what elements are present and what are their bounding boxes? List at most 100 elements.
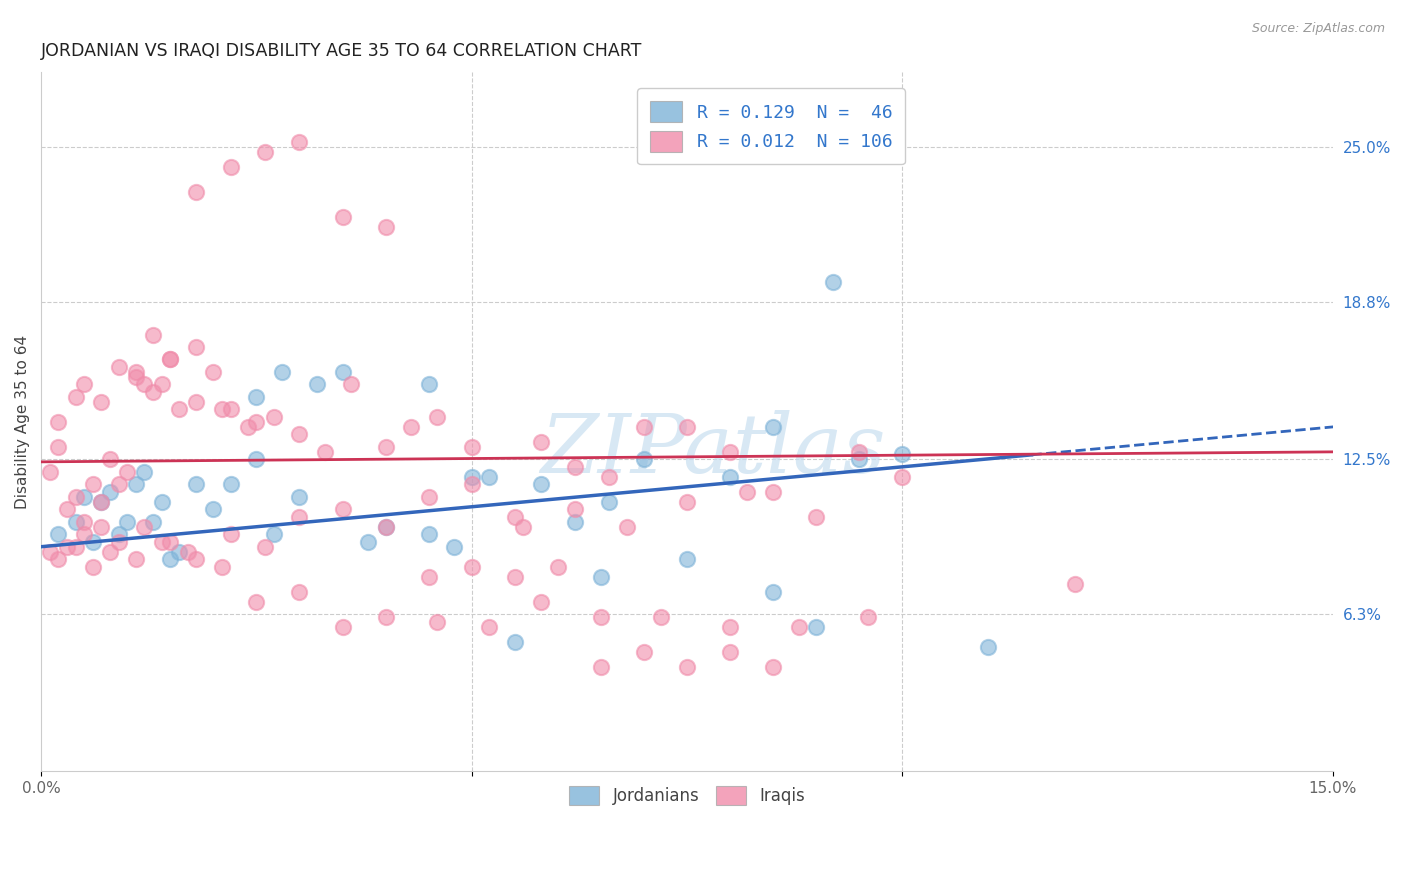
Point bbox=[219, 402, 242, 417]
Point bbox=[762, 584, 785, 599]
Point bbox=[184, 395, 207, 409]
Point bbox=[418, 490, 440, 504]
Point bbox=[426, 409, 449, 424]
Point bbox=[460, 440, 482, 454]
Point bbox=[460, 477, 482, 491]
Point bbox=[460, 470, 482, 484]
Point bbox=[46, 552, 69, 566]
Point bbox=[633, 452, 655, 467]
Point bbox=[219, 527, 242, 541]
Point bbox=[263, 527, 285, 541]
Point bbox=[564, 459, 586, 474]
Point bbox=[167, 402, 190, 417]
Point bbox=[288, 490, 311, 504]
Point bbox=[245, 594, 267, 608]
Point bbox=[787, 619, 810, 633]
Point bbox=[650, 609, 672, 624]
Point bbox=[115, 515, 138, 529]
Point bbox=[856, 609, 879, 624]
Point bbox=[460, 559, 482, 574]
Point bbox=[184, 340, 207, 354]
Y-axis label: Disability Age 35 to 64: Disability Age 35 to 64 bbox=[15, 334, 30, 509]
Point bbox=[134, 520, 156, 534]
Point bbox=[374, 440, 396, 454]
Point bbox=[125, 365, 148, 379]
Point bbox=[38, 465, 60, 479]
Point bbox=[288, 427, 311, 442]
Point bbox=[374, 609, 396, 624]
Legend: Jordanians, Iraqis: Jordanians, Iraqis bbox=[560, 776, 815, 815]
Point bbox=[374, 220, 396, 235]
Point bbox=[90, 520, 112, 534]
Point bbox=[90, 495, 112, 509]
Point bbox=[202, 365, 225, 379]
Point bbox=[271, 365, 294, 379]
Point bbox=[142, 327, 165, 342]
Point bbox=[107, 534, 129, 549]
Point bbox=[142, 384, 165, 399]
Point bbox=[633, 644, 655, 658]
Point bbox=[718, 445, 741, 459]
Point bbox=[65, 490, 87, 504]
Point bbox=[357, 534, 380, 549]
Point bbox=[806, 509, 828, 524]
Point bbox=[159, 352, 181, 367]
Point bbox=[82, 534, 104, 549]
Point bbox=[718, 470, 741, 484]
Point bbox=[184, 552, 207, 566]
Point bbox=[676, 420, 699, 434]
Point bbox=[332, 211, 354, 225]
Point bbox=[891, 447, 914, 461]
Point bbox=[288, 136, 311, 150]
Point bbox=[503, 569, 526, 583]
Point bbox=[478, 470, 501, 484]
Point bbox=[98, 452, 121, 467]
Point bbox=[589, 609, 612, 624]
Point bbox=[159, 552, 181, 566]
Point bbox=[589, 569, 612, 583]
Point bbox=[211, 559, 233, 574]
Point bbox=[56, 502, 79, 516]
Point bbox=[219, 477, 242, 491]
Point bbox=[401, 420, 423, 434]
Point bbox=[616, 520, 638, 534]
Point bbox=[150, 534, 173, 549]
Point bbox=[418, 527, 440, 541]
Point bbox=[107, 477, 129, 491]
Point bbox=[598, 470, 620, 484]
Point bbox=[418, 569, 440, 583]
Point bbox=[564, 515, 586, 529]
Point bbox=[340, 377, 363, 392]
Point bbox=[762, 484, 785, 499]
Point bbox=[245, 390, 267, 404]
Point bbox=[288, 584, 311, 599]
Point bbox=[332, 502, 354, 516]
Point bbox=[107, 527, 129, 541]
Point bbox=[848, 445, 870, 459]
Point bbox=[65, 390, 87, 404]
Point bbox=[891, 470, 914, 484]
Point bbox=[202, 502, 225, 516]
Point bbox=[848, 452, 870, 467]
Point bbox=[219, 161, 242, 175]
Point bbox=[184, 186, 207, 200]
Point bbox=[547, 559, 569, 574]
Point bbox=[176, 545, 198, 559]
Point bbox=[676, 552, 699, 566]
Point bbox=[134, 377, 156, 392]
Point bbox=[90, 495, 112, 509]
Point bbox=[65, 540, 87, 554]
Text: JORDANIAN VS IRAQI DISABILITY AGE 35 TO 64 CORRELATION CHART: JORDANIAN VS IRAQI DISABILITY AGE 35 TO … bbox=[41, 42, 643, 60]
Point bbox=[512, 520, 534, 534]
Point bbox=[107, 359, 129, 374]
Text: ZIPatlas: ZIPatlas bbox=[540, 409, 886, 490]
Point bbox=[503, 634, 526, 648]
Point bbox=[598, 495, 620, 509]
Point bbox=[134, 465, 156, 479]
Point bbox=[676, 495, 699, 509]
Point bbox=[529, 434, 551, 449]
Point bbox=[245, 415, 267, 429]
Text: Source: ZipAtlas.com: Source: ZipAtlas.com bbox=[1251, 22, 1385, 36]
Point bbox=[73, 515, 96, 529]
Point bbox=[823, 275, 845, 289]
